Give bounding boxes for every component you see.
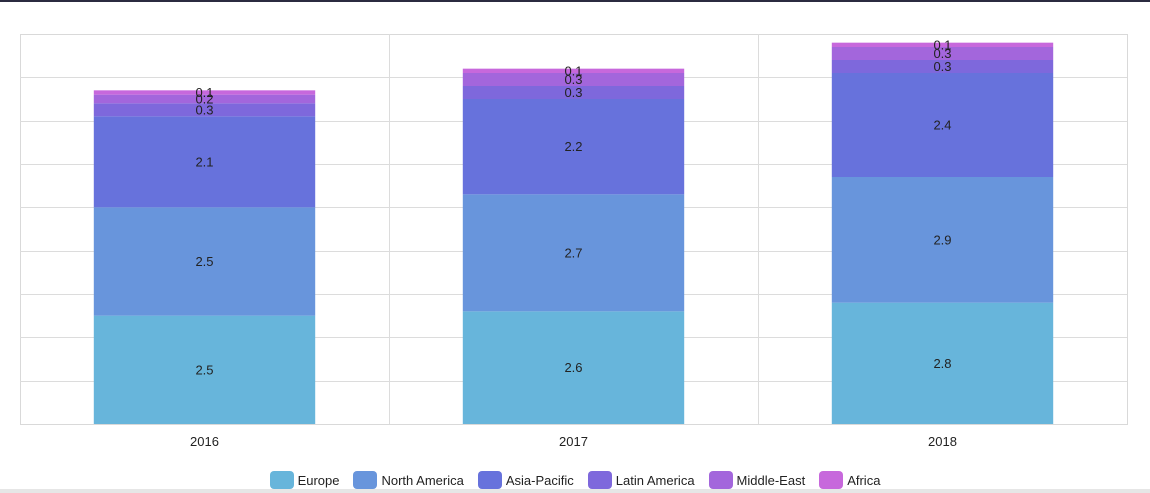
x-axis-ticks: 2016 2017 2018 <box>190 434 957 449</box>
bottom-strip <box>0 489 1150 493</box>
legend-label: Africa <box>847 472 881 488</box>
data-label: 0.3 <box>933 59 951 74</box>
bar-segment-latin-america[interactable] <box>831 60 1054 73</box>
data-label: 2.9 <box>933 232 951 247</box>
bar-segment-europe[interactable] <box>831 302 1054 424</box>
x-tick-label: 2016 <box>190 434 219 449</box>
bar-segment-africa[interactable] <box>93 90 316 95</box>
legend-label: Latin America <box>615 472 695 488</box>
bars <box>93 42 1054 424</box>
data-label: 2.7 <box>564 245 582 260</box>
legend-swatch <box>708 471 733 489</box>
data-labels: 2.52.52.10.30.20.12.62.72.20.30.30.12.82… <box>195 37 951 377</box>
legend-swatch <box>353 471 378 489</box>
legend-item-latin-america[interactable]: Latin America <box>587 471 695 489</box>
data-label: 0.1 <box>933 37 951 52</box>
bar-segment-africa[interactable] <box>831 42 1054 47</box>
legend-label: North America <box>381 472 464 488</box>
plot-area-border <box>20 34 1128 425</box>
data-label: 2.2 <box>564 139 582 154</box>
legend-swatch <box>477 471 502 489</box>
data-label: 0.3 <box>564 85 582 100</box>
legend-item-asia-pacific[interactable]: Asia-Pacific <box>477 471 574 489</box>
bar-segment-asia-pacific[interactable] <box>93 116 316 208</box>
data-label: 0.1 <box>564 63 582 78</box>
bar-segment-latin-america[interactable] <box>93 103 316 117</box>
bar-segment-latin-america[interactable] <box>462 86 685 99</box>
chart-legend: Europe North America Asia-Pacific Latin Ame… <box>0 470 1150 490</box>
data-label: 0.2 <box>195 92 213 107</box>
legend-label: Europe <box>297 472 340 488</box>
window-top-border <box>0 0 1150 2</box>
data-label: 0.3 <box>933 46 951 61</box>
legend-swatch <box>269 471 294 489</box>
data-label: 2.5 <box>195 254 213 269</box>
stacked-bar-chart: 2.52.52.10.30.20.12.62.72.20.30.30.12.82… <box>20 34 1128 449</box>
data-label: 2.4 <box>933 118 951 133</box>
bar-segment-north-america[interactable] <box>93 207 316 316</box>
bar-segment-north-america[interactable] <box>831 177 1054 303</box>
x-tick-label: 2017 <box>559 434 588 449</box>
bar-segment-europe[interactable] <box>93 315 316 424</box>
bar-segment-middle-east[interactable] <box>93 94 316 104</box>
data-label: 2.1 <box>195 154 213 169</box>
legend-item-africa[interactable]: Africa <box>819 471 880 489</box>
legend-item-north-america[interactable]: North America <box>353 471 464 489</box>
bar-segment-middle-east[interactable] <box>831 47 1054 60</box>
bar-segment-north-america[interactable] <box>462 194 685 312</box>
bar-segment-middle-east[interactable] <box>462 73 685 86</box>
data-label: 0.1 <box>195 85 213 100</box>
data-label: 2.8 <box>933 356 951 371</box>
legend-swatch <box>587 471 612 489</box>
bar-segment-africa[interactable] <box>462 68 685 73</box>
bar-segment-asia-pacific[interactable] <box>462 99 685 195</box>
legend-label: Asia-Pacific <box>505 472 574 488</box>
data-label: 2.6 <box>564 360 582 375</box>
data-label: 0.3 <box>195 102 213 117</box>
data-label: 0.3 <box>564 72 582 87</box>
bar-segment-asia-pacific[interactable] <box>831 73 1054 177</box>
legend-item-middle-east[interactable]: Middle-East <box>708 471 806 489</box>
data-label: 2.5 <box>195 362 213 377</box>
bar-segment-europe[interactable] <box>462 311 685 424</box>
legend-swatch <box>819 471 844 489</box>
x-tick-label: 2018 <box>928 434 957 449</box>
legend-item-europe[interactable]: Europe <box>269 471 340 489</box>
legend-label: Middle-East <box>736 472 806 488</box>
